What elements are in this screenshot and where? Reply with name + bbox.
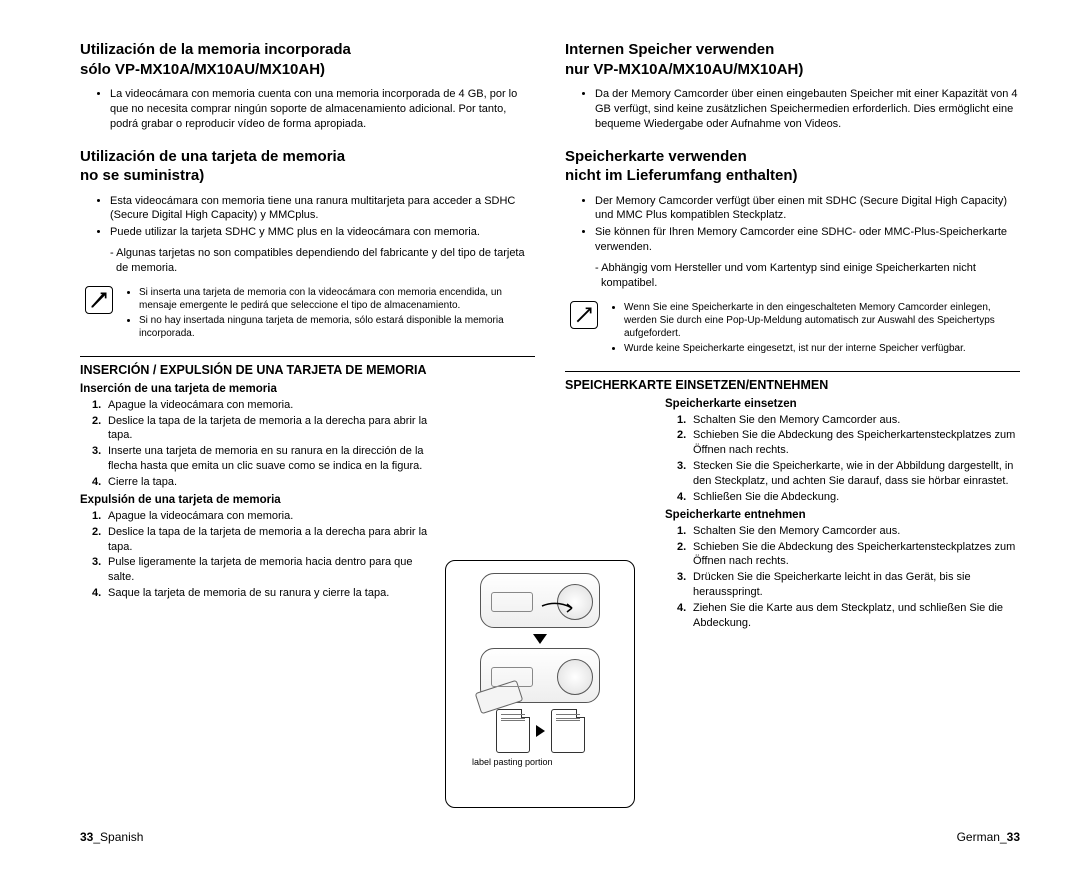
arrow-right-icon (536, 725, 545, 737)
bullet-list-2: Esta videocámara con memoria tiene una r… (80, 194, 535, 241)
list-item: 3.Stecken Sie die Speicherkarte, wie in … (677, 459, 1020, 489)
step-text: Schieben Sie die Abdeckung des Speicherk… (693, 428, 1020, 458)
heading-internal-memory: Utilización de la memoria incorporada só… (80, 40, 535, 79)
note-block: Si inserta una tarjeta de memoria con la… (80, 286, 535, 342)
step-text: Cierre la tapa. (108, 475, 435, 490)
step-text: Deslice la tapa de la tarjeta de memoria… (108, 414, 435, 444)
heading-line1: Speicherkarte verwenden (565, 148, 747, 165)
bullet-list-1: La videocámara con memoria cuenta con un… (80, 87, 535, 132)
insert-steps: 1.Apague la videocámara con memoria. 2.D… (80, 398, 435, 490)
list-item: 4.Ziehen Sie die Karte aus dem Steckplat… (677, 601, 1020, 631)
step-text: Schalten Sie den Memory Camcorder aus. (693, 524, 1020, 539)
sd-card-front-icon (496, 709, 530, 753)
figure-memory-card-diagram: label pasting portion (445, 560, 635, 808)
dash-note: - Algunas tarjetas no son compatibles de… (80, 246, 535, 276)
list-item: 2.Deslice la tapa de la tarjeta de memor… (92, 525, 435, 555)
list-item: 1.Schalten Sie den Memory Camcorder aus. (677, 413, 1020, 428)
note-item: Si inserta una tarjeta de memoria con la… (139, 286, 535, 312)
step-text: Apague la videocámara con memoria. (108, 509, 435, 524)
subtitle-eject: Speicherkarte entnehmen (665, 509, 1020, 521)
camcorder-open-icon (480, 648, 600, 703)
list-item: 2.Schieben Sie die Abdeckung des Speiche… (677, 428, 1020, 458)
sd-card-row (454, 709, 626, 753)
section-rule (80, 356, 535, 357)
page-number: 33 (80, 830, 93, 844)
subtitle-eject: Expulsión de una tarjeta de memoria (80, 494, 435, 506)
camcorder-closed-icon (480, 573, 600, 628)
bullet-item: Esta videocámara con memoria tiene una r… (110, 194, 535, 224)
subtitle-insert: Speicherkarte einsetzen (665, 398, 1020, 410)
list-item: 4.Cierre la tapa. (92, 475, 435, 490)
step-text: Deslice la tapa de la tarjeta de memoria… (108, 525, 435, 555)
open-arrow-icon (540, 602, 574, 622)
bullet-item: Sie können für Ihren Memory Camcorder ei… (595, 225, 1020, 255)
footer-lang: Spanish (100, 830, 143, 844)
sd-card-back-icon (551, 709, 585, 753)
bullet-item: Puede utilizar la tarjeta SDHC y MMC plu… (110, 225, 535, 240)
list-item: 3.Inserte una tarjeta de memoria en su r… (92, 444, 435, 474)
section-title-insert-eject: SPEICHERKARTE EINSETZEN/ENTNEHMEN (565, 378, 1020, 392)
bullet-item: Da der Memory Camcorder über einen einge… (595, 87, 1020, 132)
note-icon (85, 286, 113, 314)
footer-sep: _ (1000, 830, 1007, 844)
heading-line1: Internen Speicher verwenden (565, 41, 774, 58)
note-item: Wurde keine Speicherkarte eingesetzt, is… (624, 342, 1020, 355)
dash-note: - Abhängig vom Hersteller und vom Karten… (565, 261, 1020, 291)
footer-left: 33_Spanish (80, 830, 143, 844)
step-text: Schieben Sie die Abdeckung des Speicherk… (693, 540, 1020, 570)
heading-line1: Utilización de la memoria incorporada (80, 41, 351, 58)
note-item: Si no hay insertada ninguna tarjeta de m… (139, 314, 535, 340)
step-text: Drücken Sie die Speicherkarte leicht in … (693, 570, 1020, 600)
footer-lang: German (957, 830, 1000, 844)
list-item: 1.Apague la videocámara con memoria. (92, 509, 435, 524)
list-item: 4.Saque la tarjeta de memoria de su ranu… (92, 586, 435, 601)
note-block: Wenn Sie eine Speicherkarte in den einge… (565, 301, 1020, 357)
bullet-item: Der Memory Camcorder verfügt über einen … (595, 194, 1020, 224)
bullet-list-2: Der Memory Camcorder verfügt über einen … (565, 194, 1020, 255)
bullet-list-1: Da der Memory Camcorder über einen einge… (565, 87, 1020, 132)
list-item: 1.Apague la videocámara con memoria. (92, 398, 435, 413)
list-item: 4.Schließen Sie die Abdeckung. (677, 490, 1020, 505)
list-item: 3.Drücken Sie die Speicherkarte leicht i… (677, 570, 1020, 600)
heading-memory-card: Speicherkarte verwenden nicht im Lieferu… (565, 147, 1020, 186)
heading-line2: no se suministra) (80, 167, 204, 184)
heading-line1: Utilización de una tarjeta de memoria (80, 148, 345, 165)
step-text: Ziehen Sie die Karte aus dem Steckplatz,… (693, 601, 1020, 631)
step-text: Pulse ligeramente la tarjeta de memoria … (108, 555, 435, 585)
heading-internal-memory: Internen Speicher verwenden nur VP-MX10A… (565, 40, 1020, 79)
note-list: Si inserta una tarjeta de memoria con la… (123, 286, 535, 342)
note-item: Wenn Sie eine Speicherkarte in den einge… (624, 301, 1020, 340)
step-text: Apague la videocámara con memoria. (108, 398, 435, 413)
page-number: 33 (1007, 830, 1020, 844)
heading-memory-card: Utilización de una tarjeta de memoria no… (80, 147, 535, 186)
bullet-item: La videocámara con memoria cuenta con un… (110, 87, 535, 132)
figure-caption: label pasting portion (454, 757, 626, 767)
arrow-down-icon (533, 634, 547, 644)
note-icon (570, 301, 598, 329)
note-list: Wenn Sie eine Speicherkarte in den einge… (608, 301, 1020, 357)
eject-steps: 1.Apague la videocámara con memoria. 2.D… (80, 509, 435, 601)
list-item: 3.Pulse ligeramente la tarjeta de memori… (92, 555, 435, 585)
heading-line2: sólo VP-MX10A/MX10AU/MX10AH) (80, 61, 325, 78)
step-text: Stecken Sie die Speicherkarte, wie in de… (693, 459, 1020, 489)
insert-steps: 1.Schalten Sie den Memory Camcorder aus.… (665, 413, 1020, 505)
list-item: 2.Deslice la tapa de la tarjeta de memor… (92, 414, 435, 444)
eject-steps: 1.Schalten Sie den Memory Camcorder aus.… (665, 524, 1020, 631)
step-text: Saque la tarjeta de memoria de su ranura… (108, 586, 435, 601)
step-text: Inserte una tarjeta de memoria en su ran… (108, 444, 435, 474)
step-text: Schalten Sie den Memory Camcorder aus. (693, 413, 1020, 428)
section-rule (565, 371, 1020, 372)
footer-right: German_33 (957, 830, 1020, 844)
list-item: 2.Schieben Sie die Abdeckung des Speiche… (677, 540, 1020, 570)
heading-line2: nicht im Lieferumfang enthalten) (565, 167, 798, 184)
step-text: Schließen Sie die Abdeckung. (693, 490, 1020, 505)
list-item: 1.Schalten Sie den Memory Camcorder aus. (677, 524, 1020, 539)
heading-line2: nur VP-MX10A/MX10AU/MX10AH) (565, 61, 803, 78)
section-title-insert-eject: INSERCIÓN / EXPULSIÓN DE UNA TARJETA DE … (80, 363, 535, 377)
subtitle-insert: Inserción de una tarjeta de memoria (80, 383, 435, 395)
